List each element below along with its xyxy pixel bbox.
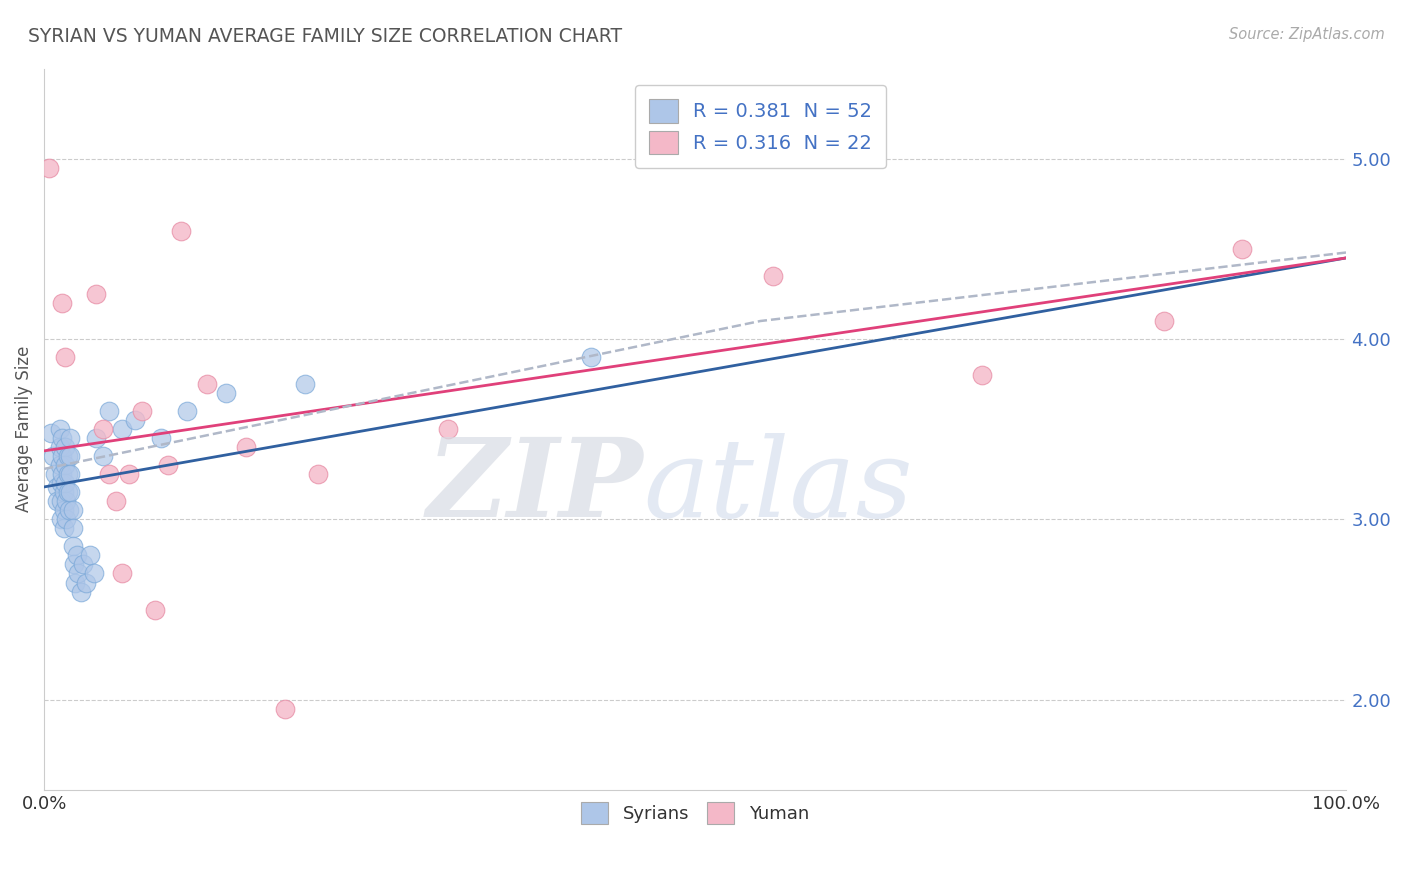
Point bbox=[294, 377, 316, 392]
Point bbox=[156, 458, 179, 473]
Point bbox=[56, 450, 79, 464]
Point bbox=[58, 503, 80, 517]
Point bbox=[195, 377, 218, 392]
Point bbox=[72, 558, 94, 572]
Point bbox=[84, 287, 107, 301]
Point bbox=[131, 404, 153, 418]
Point bbox=[62, 521, 84, 535]
Point bbox=[176, 404, 198, 418]
Point bbox=[53, 440, 76, 454]
Point bbox=[118, 467, 141, 482]
Point bbox=[53, 350, 76, 364]
Point bbox=[48, 458, 70, 473]
Point bbox=[52, 503, 75, 517]
Point bbox=[91, 422, 114, 436]
Point bbox=[104, 494, 127, 508]
Point bbox=[51, 431, 73, 445]
Point bbox=[150, 431, 173, 445]
Point bbox=[111, 566, 134, 581]
Text: atlas: atlas bbox=[643, 434, 912, 541]
Point bbox=[143, 602, 166, 616]
Point bbox=[69, 584, 91, 599]
Point bbox=[83, 566, 105, 581]
Point bbox=[46, 494, 69, 508]
Point bbox=[53, 476, 76, 491]
Point bbox=[52, 521, 75, 535]
Point bbox=[55, 494, 77, 508]
Point bbox=[437, 422, 460, 436]
Text: SYRIAN VS YUMAN AVERAGE FAMILY SIZE CORRELATION CHART: SYRIAN VS YUMAN AVERAGE FAMILY SIZE CORR… bbox=[28, 27, 623, 45]
Point bbox=[59, 431, 82, 445]
Point bbox=[970, 368, 993, 383]
Text: Source: ZipAtlas.com: Source: ZipAtlas.com bbox=[1229, 27, 1385, 42]
Point bbox=[66, 549, 89, 563]
Point bbox=[46, 480, 69, 494]
Point bbox=[55, 512, 77, 526]
Point bbox=[39, 425, 62, 440]
Point bbox=[579, 350, 602, 364]
Point bbox=[42, 450, 65, 464]
Point bbox=[235, 440, 257, 454]
Point bbox=[1153, 314, 1175, 328]
Point bbox=[59, 467, 82, 482]
Point bbox=[84, 431, 107, 445]
Point bbox=[111, 422, 134, 436]
Point bbox=[48, 440, 70, 454]
Point bbox=[49, 512, 72, 526]
Point bbox=[98, 404, 121, 418]
Point bbox=[63, 558, 86, 572]
Point bbox=[49, 494, 72, 508]
Legend: Syrians, Yuman: Syrians, Yuman bbox=[571, 791, 820, 835]
Point bbox=[51, 450, 73, 464]
Point bbox=[49, 476, 72, 491]
Point bbox=[56, 485, 79, 500]
Point bbox=[1232, 242, 1254, 256]
Point bbox=[79, 549, 101, 563]
Point bbox=[75, 575, 97, 590]
Point bbox=[53, 458, 76, 473]
Point bbox=[215, 386, 238, 401]
Point bbox=[98, 467, 121, 482]
Point bbox=[59, 450, 82, 464]
Point bbox=[170, 224, 193, 238]
Point bbox=[65, 575, 87, 590]
Point bbox=[51, 467, 73, 482]
Point bbox=[62, 503, 84, 517]
Point bbox=[62, 540, 84, 554]
Text: ZIP: ZIP bbox=[426, 434, 643, 541]
Point bbox=[91, 450, 114, 464]
Point bbox=[66, 566, 89, 581]
Point bbox=[762, 268, 785, 283]
Point bbox=[44, 467, 66, 482]
Point bbox=[38, 161, 60, 175]
Point bbox=[274, 702, 297, 716]
Point bbox=[51, 296, 73, 310]
Point bbox=[124, 413, 146, 427]
Point bbox=[307, 467, 329, 482]
Point bbox=[52, 485, 75, 500]
Y-axis label: Average Family Size: Average Family Size bbox=[15, 346, 32, 512]
Point bbox=[56, 467, 79, 482]
Point bbox=[48, 422, 70, 436]
Point bbox=[59, 485, 82, 500]
